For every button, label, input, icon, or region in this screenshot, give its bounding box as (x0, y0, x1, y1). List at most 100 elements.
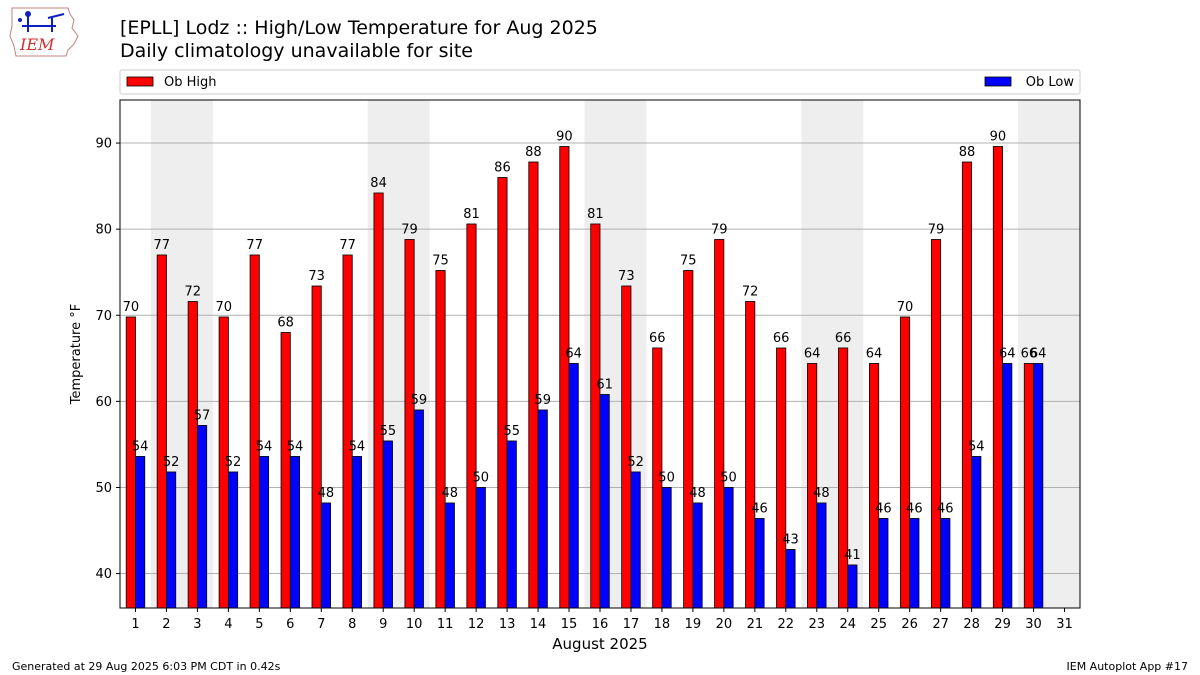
x-tick-label-6: 6 (286, 617, 294, 632)
low-bar-29 (1002, 363, 1013, 609)
high-bar-14 (528, 161, 539, 609)
y-tick-label-90: 90 (95, 137, 112, 152)
high-label-16: 81 (587, 207, 604, 222)
high-bar-12 (466, 223, 477, 609)
high-bar-9 (373, 192, 384, 609)
low-bar-3 (197, 425, 208, 609)
low-bar-1 (135, 456, 146, 609)
low-label-4: 52 (225, 455, 242, 470)
legend: Ob High Ob Low (119, 69, 1081, 95)
high-label-7: 73 (308, 269, 325, 284)
logo-text: IEM (19, 35, 55, 54)
x-tick-label-14: 14 (530, 617, 547, 632)
y-tick-label-40: 40 (95, 567, 112, 582)
low-label-17: 52 (627, 455, 644, 470)
low-label-25: 46 (875, 501, 892, 516)
x-tick-label-25: 25 (870, 617, 887, 632)
low-label-16: 61 (596, 377, 613, 392)
x-tick-label-5: 5 (255, 617, 263, 632)
high-bar-28 (961, 161, 973, 609)
high-label-13: 86 (494, 160, 511, 175)
legend-low-label: Ob Low (1026, 75, 1075, 90)
low-bar-20 (723, 487, 734, 609)
x-tick-label-26: 26 (901, 617, 918, 632)
iem-logo: IEM (9, 7, 79, 57)
high-bar-11 (435, 270, 446, 609)
low-label-27: 46 (937, 501, 954, 516)
low-label-9: 55 (380, 424, 397, 439)
high-label-6: 68 (277, 315, 294, 330)
high-bar-15 (559, 146, 570, 609)
low-bar-19 (692, 502, 703, 609)
low-label-21: 46 (751, 501, 768, 516)
high-bar-24 (838, 347, 849, 609)
low-bar-27 (940, 518, 951, 609)
high-bar-2 (156, 254, 167, 609)
high-label-8: 77 (339, 238, 356, 253)
high-bar-26 (899, 316, 911, 609)
low-bar-16 (599, 394, 610, 609)
low-bar-18 (661, 487, 672, 609)
high-label-17: 73 (618, 269, 635, 284)
high-bar-1 (125, 316, 136, 609)
x-tick-label-24: 24 (839, 617, 856, 632)
low-bar-14 (537, 409, 548, 609)
low-bar-6 (289, 456, 301, 609)
high-bar-8 (342, 254, 353, 609)
x-tick-label-20: 20 (716, 617, 733, 632)
low-bar-13 (506, 440, 517, 609)
low-label-7: 48 (318, 486, 335, 501)
high-bar-22 (776, 347, 787, 609)
y-tick-label-60: 60 (95, 395, 112, 410)
high-label-11: 75 (432, 253, 449, 268)
low-bar-5 (258, 456, 270, 609)
legend-low-swatch (984, 76, 1012, 87)
high-bar-21 (745, 301, 756, 609)
app-footer: IEM Autoplot App #17 (1066, 660, 1189, 673)
high-label-2: 77 (154, 238, 171, 253)
low-label-6: 54 (287, 439, 304, 454)
low-label-10: 59 (411, 393, 428, 408)
x-tick-label-2: 2 (162, 617, 170, 632)
bar-value-labels: 70 77 72 70 77 68 73 77 84 79 75 81 86 88 90 81 73 66 75 79… (123, 129, 1047, 562)
x-tick-label-27: 27 (932, 617, 949, 632)
x-tick-label-18: 18 (654, 617, 671, 632)
low-label-28: 54 (968, 439, 985, 454)
high-label-29: 90 (990, 129, 1007, 144)
legend-box (119, 69, 1081, 95)
high-bar-29 (992, 146, 1003, 609)
x-ticks: 1 2 3 4 5 6 7 8 9 10 11 12 13 14 15 16 17 18 19 20 21 22 23 24 2… (131, 608, 1073, 632)
x-tick-label-1: 1 (131, 617, 139, 632)
x-tick-label-13: 13 (499, 617, 516, 632)
x-tick-label-3: 3 (193, 617, 201, 632)
x-tick-label-10: 10 (406, 617, 423, 632)
high-bar-7 (311, 285, 322, 609)
low-label-2: 52 (163, 455, 180, 470)
high-label-15: 90 (556, 129, 573, 144)
low-label-13: 55 (503, 424, 520, 439)
x-tick-label-7: 7 (317, 617, 325, 632)
high-label-10: 79 (401, 222, 418, 237)
y-tick-label-80: 80 (95, 223, 112, 238)
low-label-19: 48 (689, 486, 706, 501)
high-label-9: 84 (370, 176, 387, 191)
high-bar-13 (497, 177, 508, 609)
x-axis-label: August 2025 (552, 635, 647, 653)
low-bar-7 (320, 502, 331, 609)
low-label-30: 64 (1030, 346, 1047, 361)
low-bar-25 (878, 518, 889, 609)
y-tick-label-70: 70 (95, 309, 112, 324)
low-label-26: 46 (906, 501, 923, 516)
low-label-14: 59 (534, 393, 551, 408)
high-label-18: 66 (649, 331, 666, 346)
bars (125, 146, 1044, 609)
x-tick-label-4: 4 (224, 617, 232, 632)
x-tick-label-22: 22 (778, 617, 795, 632)
high-bar-5 (249, 254, 260, 609)
low-bar-12 (475, 487, 486, 609)
x-tick-label-11: 11 (437, 617, 454, 632)
y-axis-label: Temperature °F (69, 304, 84, 405)
high-label-20: 79 (711, 222, 728, 237)
high-bar-17 (621, 285, 632, 609)
